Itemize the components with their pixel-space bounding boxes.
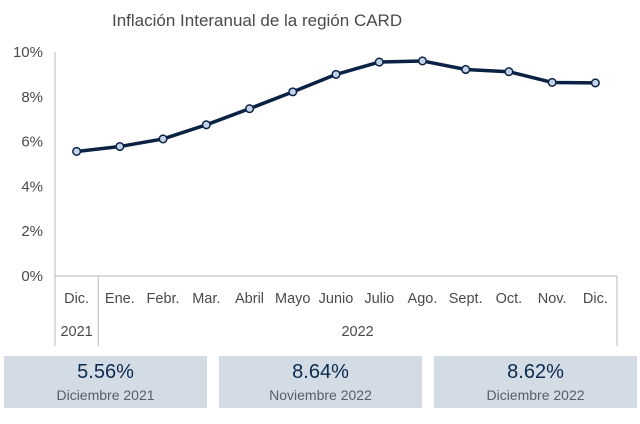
x-tick-label: Sept.: [449, 291, 483, 307]
y-tick-label: 6%: [21, 134, 43, 151]
summary-card-dec-2022: 8.62% Diciembre 2022: [434, 356, 637, 408]
y-tick-label: 4%: [21, 178, 43, 195]
data-point: [590, 78, 600, 88]
data-point: [504, 67, 514, 77]
data-point: [115, 141, 125, 152]
y-tick-labels: 0% 2% 4% 6% 8% 10%: [13, 44, 43, 285]
data-point: [201, 120, 211, 130]
chart-title: Inflación Interanual de la región CARD: [112, 11, 402, 30]
data-point: [417, 56, 428, 66]
x-tick-label: Ago.: [408, 291, 438, 307]
x-tick-label: Mayo: [275, 291, 310, 307]
summary-card-nov-2022: 8.64% Noviembre 2022: [219, 356, 422, 408]
x-tick-labels: Dic. Ene. Febr. Mar. Abril Mayo Junio Julio Ago.…: [60, 291, 607, 340]
inflation-line-chart: Inflación Interanual de la región CARD 0…: [13, 11, 618, 346]
data-point: [288, 87, 298, 97]
y-tick-label: 10%: [13, 44, 43, 61]
card-value: 8.64%: [292, 361, 349, 383]
chart-axes: [54, 52, 618, 346]
x-group-label: 2021: [60, 324, 92, 340]
card-label: Diciembre 2022: [486, 387, 585, 403]
card-value: 8.62%: [507, 361, 564, 383]
y-tick-label: 0%: [21, 268, 43, 285]
data-point: [244, 104, 255, 114]
x-tick-label: Julio: [364, 291, 394, 307]
x-tick-label: Abril: [235, 291, 264, 307]
x-group-label: 2022: [341, 324, 373, 340]
data-point: [374, 57, 384, 67]
summary-card-dec-2021: 5.56% Diciembre 2021: [4, 356, 207, 408]
y-tick-label: 8%: [21, 89, 43, 106]
card-label: Noviembre 2022: [269, 387, 372, 403]
x-tick-label: Dic.: [64, 291, 89, 307]
data-point: [158, 134, 168, 144]
x-tick-label: Febr.: [147, 291, 180, 307]
x-tick-label: Mar.: [192, 291, 220, 307]
y-tick-label: 2%: [21, 223, 43, 240]
x-tick-label: Ene.: [105, 291, 135, 307]
card-label: Diciembre 2021: [56, 387, 155, 403]
x-tick-label: Oct.: [496, 291, 523, 307]
data-point: [461, 64, 471, 75]
x-tick-label: Junio: [319, 291, 354, 307]
series-layer: [72, 56, 600, 157]
data-point: [547, 77, 557, 88]
data-point: [72, 146, 82, 157]
data-point: [331, 69, 341, 79]
x-tick-label: Nov.: [538, 291, 567, 307]
x-tick-label: Dic.: [583, 291, 608, 307]
card-value: 5.56%: [77, 361, 134, 383]
